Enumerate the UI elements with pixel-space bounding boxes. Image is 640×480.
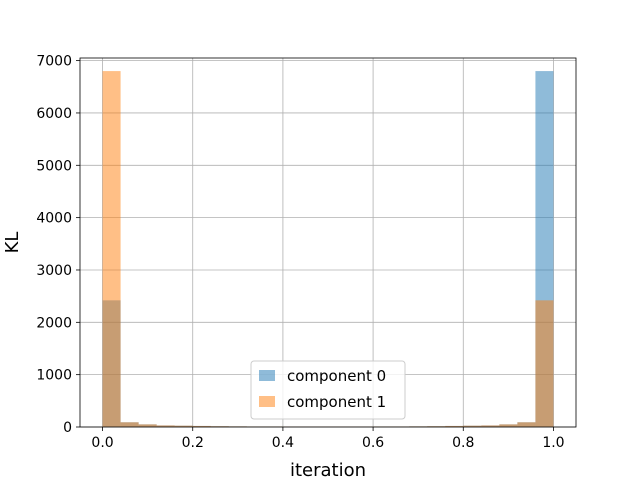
x-tick-label: 0.8 xyxy=(452,435,474,451)
histogram-bar-series-1 xyxy=(499,424,518,427)
histogram-bar-series-1 xyxy=(517,422,536,427)
bars xyxy=(102,71,554,427)
legend-label: component 0 xyxy=(287,367,386,385)
histogram-bar-series-1 xyxy=(120,422,139,427)
x-tick-label: 0.2 xyxy=(182,435,204,451)
legend-swatch xyxy=(259,396,275,407)
y-tick-label: 5000 xyxy=(36,158,72,174)
ticks: 0.0 0.2 0.4 0.6 0.8 1.0 0 1000 2000 3000 4000 5000 6… xyxy=(36,54,564,451)
histogram-bar-series-1 xyxy=(192,425,211,427)
y-tick-label: 6000 xyxy=(36,106,72,122)
histogram-bar-series-1 xyxy=(138,424,157,427)
y-tick-label: 3000 xyxy=(36,263,72,279)
histogram-bar-series-1 xyxy=(156,425,175,427)
y-tick-label: 4000 xyxy=(36,211,72,227)
histogram-bar-series-1 xyxy=(463,425,482,427)
y-tick-label: 0 xyxy=(63,420,72,436)
histogram-bar-series-1 xyxy=(102,71,121,427)
x-axis-label: iteration xyxy=(290,460,366,480)
histogram-bar-series-1 xyxy=(535,300,554,427)
y-tick-label: 7000 xyxy=(36,54,72,70)
x-tick-label: 0.4 xyxy=(272,435,294,451)
histogram-bar-series-1 xyxy=(481,425,500,427)
histogram-bar-series-1 xyxy=(445,425,464,427)
legend-box xyxy=(250,360,406,420)
x-tick-label: 0.0 xyxy=(91,435,113,451)
y-axis-label: KL xyxy=(2,232,23,254)
legend-label: component 1 xyxy=(287,393,386,411)
legend-swatch xyxy=(259,370,275,381)
x-tick-label: 1.0 xyxy=(542,435,564,451)
histogram-bar-series-1 xyxy=(174,425,193,427)
plot-frame xyxy=(79,57,577,428)
x-tick-label: 0.6 xyxy=(362,435,384,451)
y-tick-label: 2000 xyxy=(36,315,72,331)
y-tick-label: 1000 xyxy=(36,368,72,384)
legend: component 0 component 1 xyxy=(250,360,406,420)
